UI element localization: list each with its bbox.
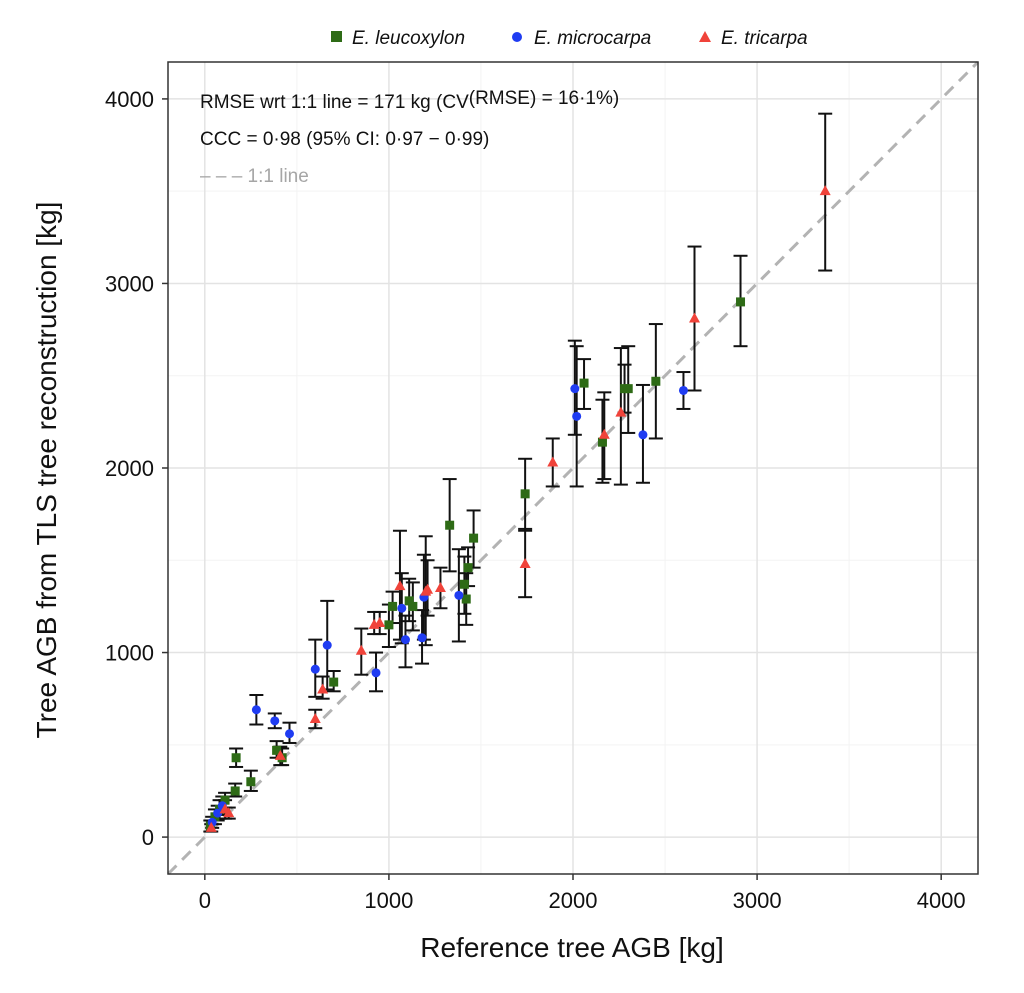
data-point-eleucoxylon — [231, 753, 241, 763]
legend-label-leucoxylon: E. leucoxylon — [352, 28, 465, 49]
data-point-eleucoxylon — [623, 384, 633, 394]
data-point-eleucoxylon — [329, 677, 339, 687]
data-point-eleucoxylon — [384, 620, 394, 630]
data-point-emicrocarpa — [572, 411, 582, 421]
data-point-eleucoxylon — [651, 376, 661, 386]
data-point-eleucoxylon — [445, 520, 455, 530]
data-point-emicrocarpa — [285, 729, 294, 739]
data-point-emicrocarpa — [251, 705, 261, 715]
y-axis-title: Tree AGB from TLS tree reconstruction [k… — [31, 202, 62, 739]
data-point-emicrocarpa — [397, 603, 407, 613]
annotation-rmse-text: RMSE wrt 1:1 line = 171 kg (CV — [200, 92, 469, 113]
data-point-eleucoxylon — [210, 812, 220, 822]
data-point-emicrocarpa — [454, 590, 464, 600]
data-point-emicrocarpa — [678, 385, 688, 395]
data-point-etricarpa — [598, 428, 610, 439]
data-point-emicrocarpa — [310, 664, 320, 674]
legend-label-tricarpa: E. tricarpa — [721, 28, 808, 49]
data-point-etricarpa — [422, 583, 434, 594]
x-axis-ticks: 0 1000 2000 3000 4000 — [199, 874, 966, 913]
one-to-one-reference-line — [166, 60, 980, 876]
legend-marker-microcarpa — [512, 32, 522, 42]
x-tick-label: 1000 — [364, 888, 413, 913]
data-point-eleucoxylon — [459, 579, 469, 589]
x-axis-title: Reference tree AGB [kg] — [420, 932, 724, 963]
y-tick-label: 1000 — [105, 641, 154, 666]
data-point-eleucoxylon — [469, 533, 479, 543]
y-tick-label: 0 — [142, 825, 154, 850]
data-point-eleucoxylon — [388, 601, 398, 611]
data-point-etricarpa — [434, 581, 446, 592]
data-point-etricarpa — [394, 580, 406, 591]
data-point-emicrocarpa — [638, 430, 648, 440]
data-point-etricarpa — [223, 807, 235, 818]
y-tick-label: 4000 — [105, 87, 154, 112]
x-tick-label: 2000 — [549, 888, 598, 913]
data-point-eleucoxylon — [579, 378, 589, 388]
data-point-eleucoxylon — [736, 297, 746, 307]
x-tick-label: 4000 — [917, 888, 966, 913]
data-point-etricarpa — [309, 712, 321, 723]
data-point-emicrocarpa — [371, 668, 381, 678]
annotation-reference-line-legend: – – – 1:1 line — [200, 166, 309, 187]
data-point-etricarpa — [205, 821, 217, 832]
legend-marker-tricarpa — [699, 31, 711, 42]
data-point-eleucoxylon — [463, 563, 473, 573]
data-point-etricarpa — [374, 617, 386, 628]
y-tick-label: 2000 — [105, 456, 154, 481]
annotation-ccc: CCC = 0·98 (95% CI: 0·97 − 0·99) — [200, 129, 489, 150]
y-tick-label: 3000 — [105, 271, 154, 296]
data-point-emicrocarpa — [400, 635, 410, 645]
data-point-etricarpa — [519, 557, 531, 568]
data-point-eleucoxylon — [230, 786, 240, 796]
legend-marker-leucoxylon — [331, 31, 342, 42]
data-point-eleucoxylon — [246, 777, 256, 787]
annotation-rmse: RMSE wrt 1:1 line = 171 kg (CV(RMSE) = 1… — [200, 88, 619, 113]
data-point-eleucoxylon — [408, 601, 418, 611]
data-point-emicrocarpa — [322, 640, 332, 650]
data-point-eleucoxylon — [461, 594, 471, 604]
data-point-emicrocarpa — [417, 633, 427, 643]
annotation-rmse-cv: (RMSE) = 16·1%) — [469, 88, 619, 109]
data-point-emicrocarpa — [570, 384, 580, 394]
x-tick-label: 3000 — [733, 888, 782, 913]
legend-label-microcarpa: E. microcarpa — [534, 28, 651, 49]
data-point-etricarpa — [819, 185, 831, 196]
data-points — [205, 185, 831, 832]
data-point-etricarpa — [615, 406, 627, 417]
data-point-eleucoxylon — [404, 596, 414, 606]
data-point-etricarpa — [689, 312, 700, 323]
data-point-etricarpa — [355, 644, 367, 655]
data-point-eleucoxylon — [520, 489, 530, 499]
data-point-eleucoxylon — [272, 745, 282, 755]
y-axis-ticks: 0 1000 2000 3000 4000 — [105, 87, 168, 850]
data-point-emicrocarpa — [270, 716, 280, 726]
data-point-eleucoxylon — [220, 795, 230, 805]
data-point-etricarpa — [547, 456, 559, 467]
legend: E. leucoxylon E. microcarpa E. tricarpa — [331, 28, 808, 49]
data-point-etricarpa — [317, 683, 329, 694]
data-point-emicrocarpa — [213, 808, 223, 818]
data-point-etricarpa — [274, 749, 286, 760]
x-tick-label: 0 — [199, 888, 211, 913]
data-point-eleucoxylon — [597, 437, 607, 447]
